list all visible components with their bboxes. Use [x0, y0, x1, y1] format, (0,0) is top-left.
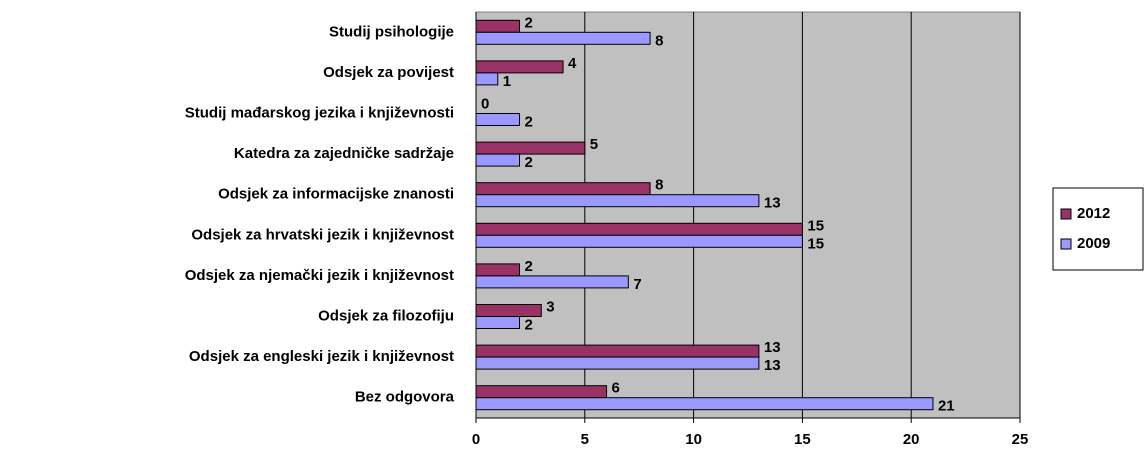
bar [475, 222, 803, 236]
x-tick-label: 25 [1012, 431, 1029, 448]
legend-label: 2009 [1077, 235, 1110, 252]
bar [475, 31, 651, 45]
data-label: 4 [568, 55, 577, 72]
bar [475, 356, 760, 370]
data-label: 2 [525, 113, 533, 130]
bar [475, 234, 803, 248]
data-label: 13 [764, 339, 781, 356]
legend [1052, 187, 1144, 271]
data-label: 2 [525, 316, 533, 333]
bar [475, 304, 542, 317]
data-label: 13 [764, 195, 781, 212]
data-label: 0 [481, 95, 489, 112]
y-tick-label: Odsjek za njemački jezik i književnost [185, 267, 454, 284]
data-label: 7 [633, 276, 641, 293]
legend-swatch [1060, 238, 1072, 250]
y-tick-label: Bez odgovora [355, 389, 455, 406]
bar [475, 263, 521, 277]
data-label: 2 [525, 258, 533, 275]
y-tick-label: Odsjek za informacijske znanosti [218, 186, 454, 203]
bar [475, 60, 564, 74]
data-label: 2 [525, 14, 533, 31]
data-label: 13 [764, 357, 781, 374]
data-label: 6 [612, 380, 620, 397]
bar [475, 397, 934, 411]
y-tick-label: Odsjek za povijest [323, 64, 454, 81]
y-tick-label: Studij mađarskog jezika i književnosti [185, 104, 454, 121]
y-tick-label: Katedra za zajedničke sadržaje [234, 145, 454, 162]
data-label: 21 [938, 398, 955, 415]
y-tick-label: Odsjek za engleski jezik i književnost [189, 348, 454, 365]
bar [475, 113, 521, 126]
bar [475, 141, 586, 155]
x-tick-label: 0 [472, 431, 480, 448]
bar [475, 72, 499, 86]
legend-swatch [1060, 208, 1072, 220]
bar [475, 275, 629, 289]
data-label: 8 [655, 177, 663, 194]
bar [475, 182, 651, 196]
data-label: 5 [590, 136, 598, 153]
x-tick-label: 15 [794, 431, 811, 448]
bar [475, 344, 760, 358]
legend-label: 2012 [1077, 205, 1110, 222]
x-tick-label: 20 [903, 431, 920, 448]
data-label: 1 [503, 73, 511, 90]
data-label: 3 [546, 298, 554, 315]
data-label: 15 [807, 235, 824, 252]
bar [475, 316, 521, 329]
bar [475, 153, 521, 167]
x-tick-label: 10 [685, 431, 702, 448]
bar [475, 385, 608, 399]
y-tick-label: Odsjek za filozofiju [318, 307, 454, 324]
bar [475, 194, 760, 208]
x-tick-label: 5 [581, 431, 589, 448]
bar [475, 19, 521, 33]
y-tick-label: Studij psihologije [329, 23, 454, 40]
data-label: 15 [807, 217, 824, 234]
y-tick-label: Odsjek za hrvatski jezik i književnost [191, 226, 454, 243]
data-label: 8 [655, 32, 663, 49]
data-label: 2 [525, 154, 533, 171]
